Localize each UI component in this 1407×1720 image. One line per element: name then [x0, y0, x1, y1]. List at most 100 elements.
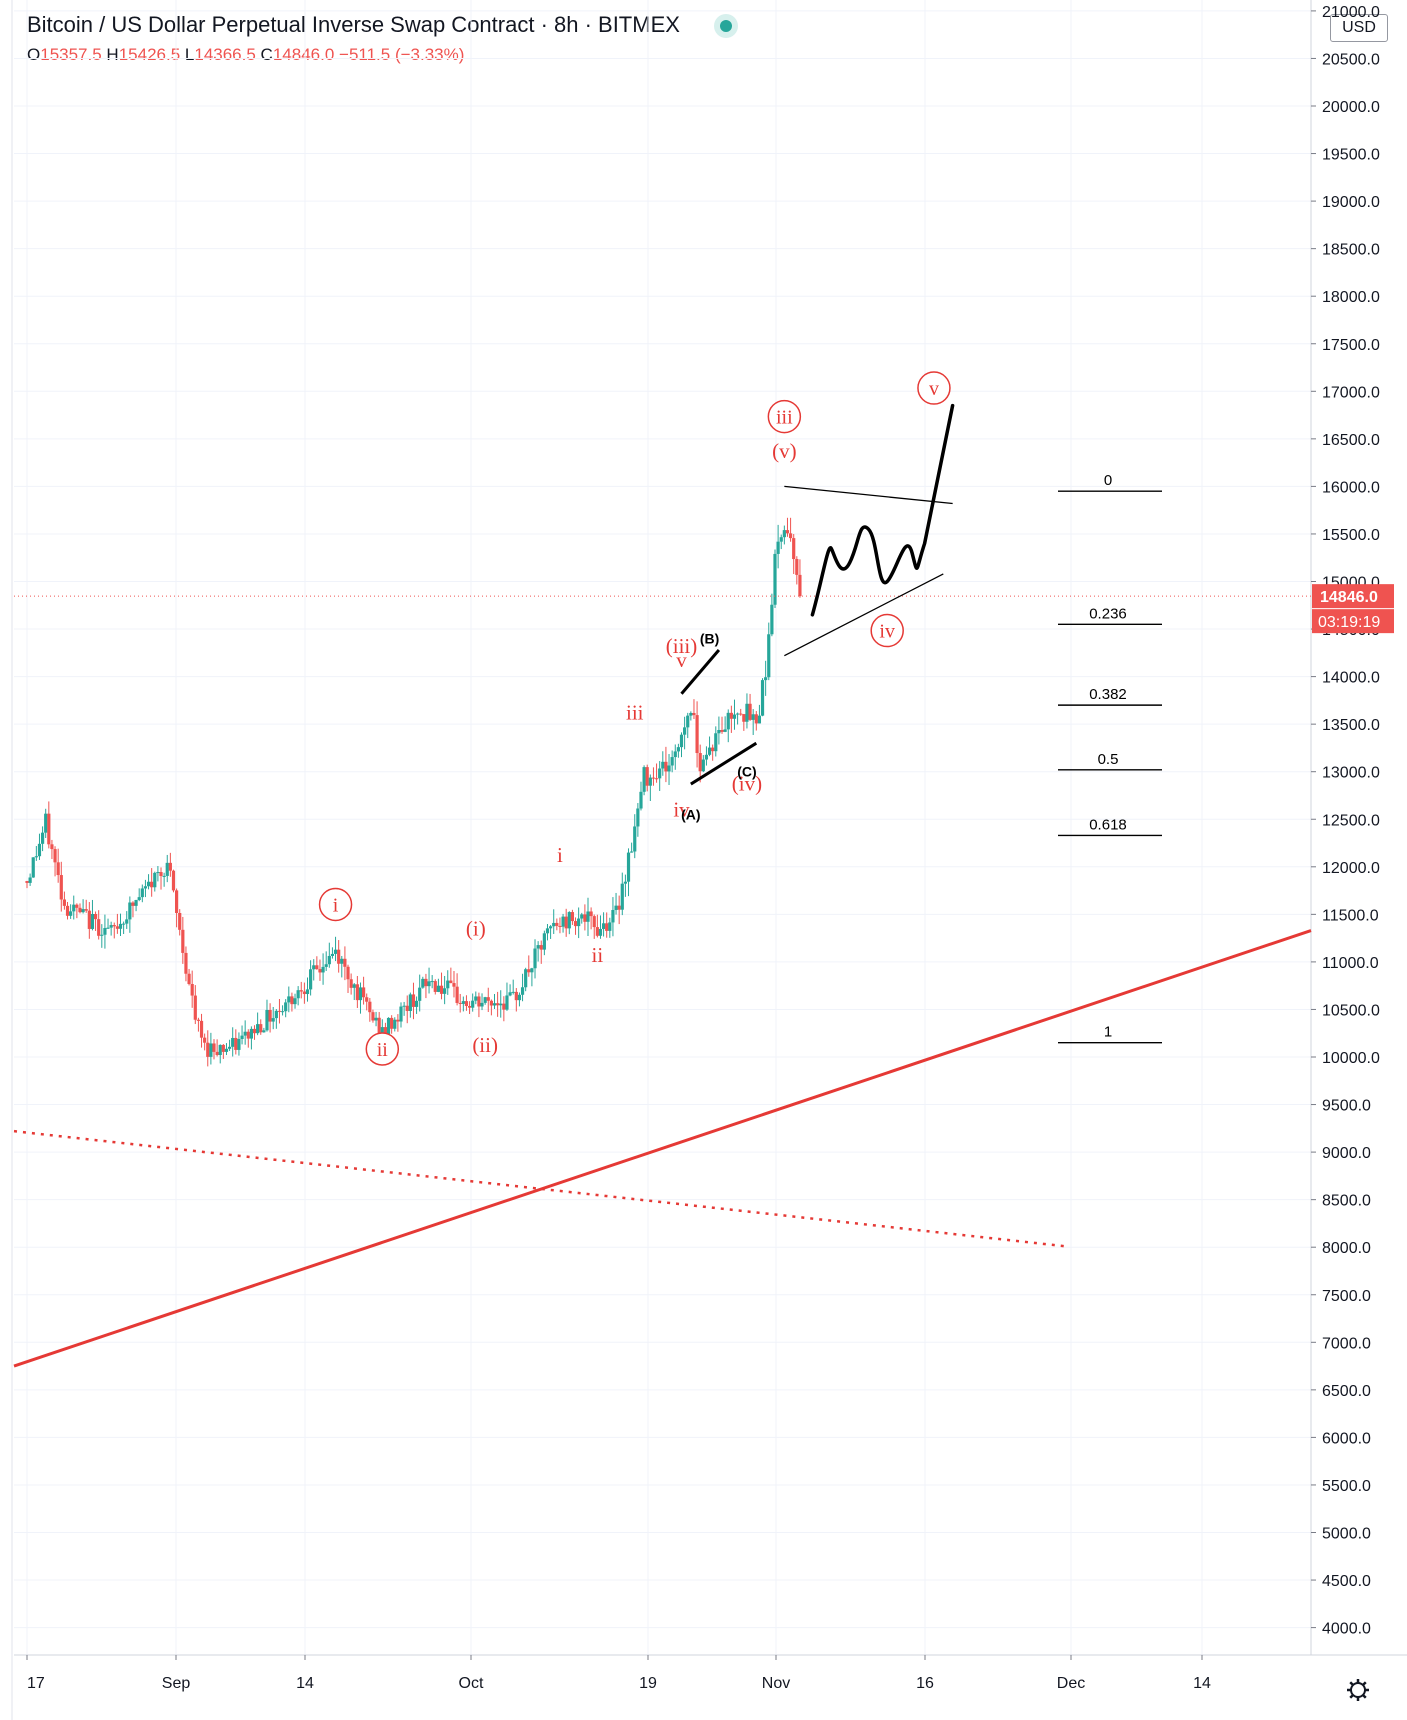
candle-body [517, 994, 522, 1001]
correction-label: (C) [737, 763, 756, 779]
candle-body [50, 844, 54, 850]
candle-body [72, 904, 76, 912]
correction-label: (B) [700, 630, 719, 646]
ohlc-legend: O15357.5 H15426.5 L14366.5 C14846.0 −511… [27, 45, 464, 65]
y-tick-label: 10000.0 [1322, 1050, 1380, 1067]
ohlc-open-value: 15357.5 [40, 45, 102, 64]
candle-body [252, 1028, 257, 1034]
projected-path [810, 403, 955, 617]
candle-body [240, 1035, 244, 1040]
candle-body [757, 715, 762, 724]
y-tick-label: 6500.0 [1322, 1383, 1371, 1400]
triangle-boundary [784, 485, 953, 505]
candle-body [162, 875, 166, 877]
candle-body [792, 538, 796, 560]
candle-body [312, 965, 316, 970]
y-tick-label: 15500.0 [1322, 527, 1380, 544]
candle-body [355, 984, 359, 1001]
candle-body [471, 1000, 475, 1008]
y-tick-label: 18000.0 [1322, 289, 1380, 306]
candle-body [262, 1030, 266, 1033]
candle-body [59, 875, 63, 900]
candle-body [564, 916, 568, 929]
candle-body [368, 1001, 372, 1013]
wave-circle [365, 1032, 400, 1066]
y-tick-label: 13000.0 [1322, 765, 1380, 782]
candle-body [499, 1003, 503, 1006]
ohlc-close-label: C [260, 45, 273, 64]
wave-label: (v) [772, 439, 797, 463]
fib-level-label: 1 [1104, 1024, 1112, 1041]
currency-button[interactable]: USD [1330, 14, 1388, 42]
candle-body [486, 997, 490, 1001]
candle-body [436, 985, 440, 992]
candle-body [390, 1017, 394, 1029]
candle-body [496, 1003, 500, 1006]
candle-body [309, 969, 313, 990]
candle-body [679, 734, 684, 748]
ohlc-open-label: O [27, 45, 41, 64]
x-tick-label: Dec [1057, 1675, 1085, 1692]
candle-body [318, 969, 322, 973]
candle-body [533, 948, 537, 969]
fib-level-label: 0.5 [1098, 751, 1119, 768]
candle-body [115, 926, 119, 929]
y-tick-label: 11000.0 [1322, 955, 1379, 972]
candle-body [673, 751, 677, 758]
symbol-title[interactable]: Bitcoin / US Dollar Perpetual Inverse Sw… [27, 12, 680, 37]
candle-body [586, 911, 590, 922]
candle-body [65, 905, 70, 916]
candle-body [414, 1000, 419, 1007]
candle-body [798, 574, 802, 597]
wave-label: i [333, 894, 339, 916]
candle-body [196, 1019, 201, 1021]
candle-body [284, 1002, 288, 1012]
candle-body [552, 922, 556, 927]
candle-body [246, 1031, 250, 1039]
candle-body [598, 928, 603, 936]
wave-label: iv [879, 621, 895, 643]
candle-body [477, 996, 481, 1007]
triangle-boundary [784, 573, 944, 657]
candle-body [698, 753, 702, 772]
candle-body [265, 1009, 269, 1031]
candle-body [137, 897, 141, 901]
candle-body [633, 826, 637, 852]
candle-body [109, 925, 113, 928]
candle-body [125, 919, 129, 924]
fib-level-label: 0.236 [1089, 605, 1127, 622]
candle-body [779, 537, 783, 542]
candle-body [293, 998, 297, 1005]
candle-body [545, 928, 550, 934]
candle-body [642, 767, 646, 792]
fibonacci-levels: 0 0.236 0.382 0.5 0.618 1 [1058, 472, 1162, 1044]
candle-body [178, 912, 182, 930]
candle-body [424, 978, 428, 987]
y-tick-label: 11500.0 [1322, 907, 1379, 924]
candle-body [358, 987, 363, 1001]
fib-level-label: 0 [1104, 472, 1112, 489]
candle-body [203, 1037, 207, 1043]
candle-body [305, 989, 310, 995]
y-tick-label: 20000.0 [1322, 99, 1380, 116]
candle-body [651, 777, 656, 779]
candle-body [150, 881, 154, 888]
candle-body [717, 729, 721, 734]
countdown-label: 03:19:19 [1318, 614, 1380, 631]
candle-body [199, 1020, 204, 1038]
candle-body [175, 890, 179, 913]
settings-gear-icon[interactable] [1347, 1679, 1369, 1701]
candle-body [611, 909, 615, 923]
candle-body [249, 1028, 253, 1039]
gear-tooth [1362, 1694, 1367, 1699]
candle-body [782, 530, 786, 538]
candle-body [620, 883, 624, 910]
candle-body [726, 712, 730, 730]
candle-body [377, 1017, 381, 1036]
candle-body [520, 987, 525, 995]
wave-label: (i) [466, 916, 486, 940]
correction-label: (A) [681, 806, 700, 822]
candle-body [430, 981, 434, 983]
candle-body [156, 872, 160, 874]
